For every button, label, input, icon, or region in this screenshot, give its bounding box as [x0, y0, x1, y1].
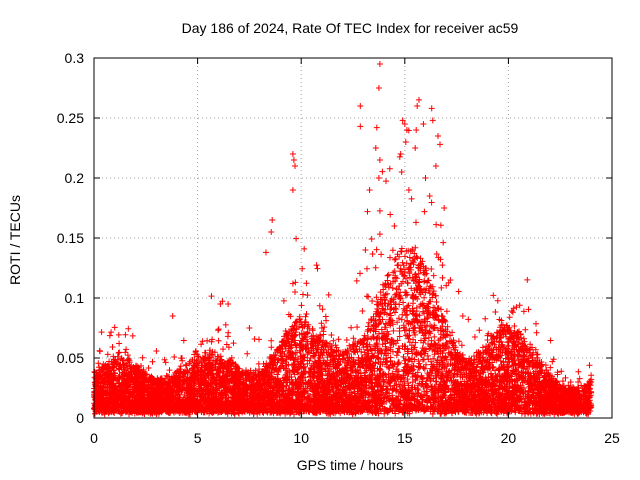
- x-tick-label: 15: [397, 430, 413, 446]
- data-points: [91, 61, 595, 418]
- y-tick-label: 0.2: [65, 170, 85, 186]
- scatter-markers: [91, 61, 595, 418]
- y-axis-label: ROTI / TECUs: [7, 195, 23, 285]
- x-tick-label: 20: [501, 430, 517, 446]
- y-tick-label: 0.05: [57, 350, 84, 366]
- x-axis-label: GPS time / hours: [297, 457, 404, 473]
- x-tick-label: 0: [90, 430, 98, 446]
- chart-title: Day 186 of 2024, Rate Of TEC Index for r…: [182, 20, 519, 36]
- x-tick-label: 25: [604, 430, 620, 446]
- y-tick-label: 0.3: [65, 50, 85, 66]
- y-tick-label: 0.15: [57, 230, 84, 246]
- y-tick-label: 0: [76, 410, 84, 426]
- y-tick-label: 0.25: [57, 110, 84, 126]
- x-tick-label: 5: [194, 430, 202, 446]
- x-tick-label: 10: [293, 430, 309, 446]
- axis-ticks: 0 5 10 15 20 25 0 0.05 0.1 0.15 0.2 0.25 0.3: [57, 50, 620, 446]
- y-tick-label: 0.1: [65, 290, 85, 306]
